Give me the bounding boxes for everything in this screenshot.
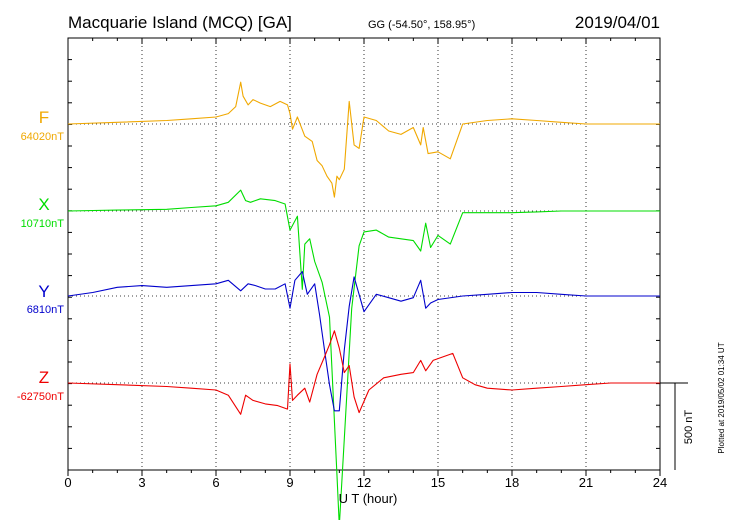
scale-bar: 500 nT xyxy=(660,382,695,470)
x-tick-label: 12 xyxy=(357,475,371,490)
x-tick-label: 21 xyxy=(579,475,593,490)
x-tick-label: 6 xyxy=(212,475,219,490)
x-axis-label: U T (hour) xyxy=(339,491,398,506)
series-name-z: Z xyxy=(39,368,49,387)
series-line-y xyxy=(67,271,660,412)
coordinates-label: GG (-54.50°, 158.95°) xyxy=(368,19,475,31)
series-line-f xyxy=(67,81,660,198)
date-label: 2019/04/01 xyxy=(575,13,660,32)
series-baseline-x: 10710nT xyxy=(21,218,65,230)
series-baseline-y: 6810nT xyxy=(27,304,65,316)
series-layer xyxy=(67,81,660,520)
series-baseline-z: -62750nT xyxy=(17,391,64,403)
grid-layer xyxy=(68,38,660,470)
x-tick-label: 9 xyxy=(286,475,293,490)
station-title: Macquarie Island (MCQ) [GA] xyxy=(68,13,292,32)
series-name-x: X xyxy=(38,195,49,214)
series-line-z xyxy=(67,330,660,415)
x-tick-label: 3 xyxy=(138,475,145,490)
series-line-x xyxy=(67,189,660,520)
series-name-f: F xyxy=(39,108,49,127)
x-tick-label: 15 xyxy=(431,475,445,490)
plotted-note: Plotted at 2019/05/02 01:34 UT xyxy=(717,342,726,453)
x-axis: 0 3 6 9 12 15 18 21 24 xyxy=(64,38,667,490)
series-name-y: Y xyxy=(38,282,49,301)
series-baseline-f: 64020nT xyxy=(21,131,65,143)
x-tick-label: 0 xyxy=(64,475,71,490)
x-tick-label: 18 xyxy=(505,475,519,490)
scale-bar-label: 500 nT xyxy=(683,410,695,445)
x-tick-label: 24 xyxy=(653,475,667,490)
series-labels: F 64020nT X 10710nT Y 6810nT Z -62750nT xyxy=(17,108,64,403)
